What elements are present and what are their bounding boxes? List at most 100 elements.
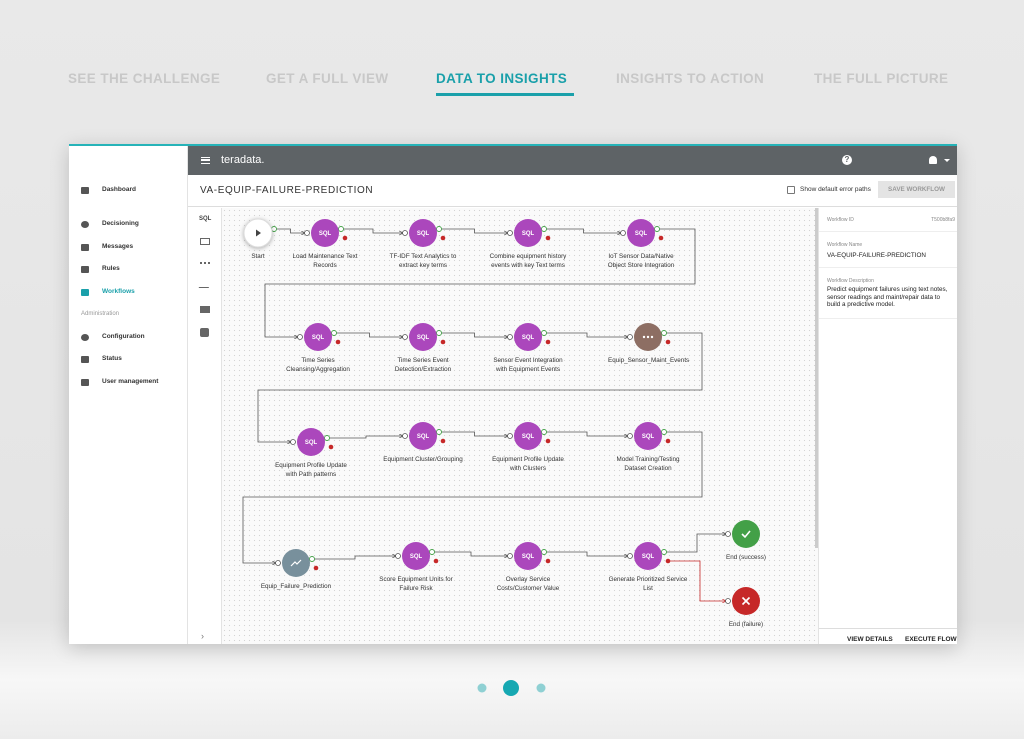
palette-item[interactable]: [200, 238, 210, 245]
out-port: [541, 226, 547, 232]
out-port: [429, 549, 435, 555]
menu-icon[interactable]: [201, 157, 210, 164]
node[interactable]: [304, 323, 332, 351]
out-port: [338, 226, 344, 232]
in-port: [402, 334, 408, 340]
tab[interactable]: GET A FULL VIEW: [266, 71, 389, 86]
out-port: [436, 330, 442, 336]
node-icon: [646, 335, 650, 339]
tab-active[interactable]: DATA TO INSIGHTS: [436, 71, 568, 86]
checkbox[interactable]: [787, 186, 795, 194]
edge: [329, 436, 403, 439]
node-label: IoT Sensor Data/Native Object Store Inte…: [607, 253, 675, 269]
edge: [343, 228, 403, 233]
pager-dot-active[interactable]: [503, 680, 519, 696]
pager: [477, 680, 546, 696]
node-icon: SQL: [312, 335, 325, 341]
node-icon: SQL: [642, 434, 655, 440]
node[interactable]: [634, 422, 662, 450]
palette-item[interactable]: [200, 262, 210, 264]
node-icon: SQL: [522, 335, 535, 341]
error-port: [545, 558, 551, 564]
node[interactable]: [409, 323, 437, 351]
nav-item[interactable]: Status: [102, 355, 122, 362]
palette-item[interactable]: [200, 328, 209, 337]
error-port: [433, 558, 439, 564]
nav-item[interactable]: Rules: [102, 265, 120, 272]
edge: [257, 332, 703, 442]
save-button[interactable]: SAVE WORKFLOW: [878, 181, 955, 198]
out-port: [324, 435, 330, 441]
node-label: Model Training/Testing Dataset Creation: [616, 456, 680, 472]
node[interactable]: [514, 542, 542, 570]
node-label: TF-IDF Text Analytics to extract key ter…: [389, 253, 457, 269]
in-port: [725, 531, 731, 537]
node-icon: [256, 229, 261, 237]
help-icon[interactable]: ?: [842, 155, 852, 165]
edge: [546, 551, 628, 556]
tab[interactable]: SEE THE CHALLENGE: [68, 71, 221, 86]
user-icon[interactable]: [929, 156, 937, 164]
node[interactable]: [627, 219, 655, 247]
node-icon: SQL: [417, 434, 430, 440]
node[interactable]: [514, 219, 542, 247]
out-port: [661, 429, 667, 435]
error-port: [545, 438, 551, 444]
nav-item-active[interactable]: Workflows: [102, 288, 135, 295]
pager-dot[interactable]: [536, 683, 546, 693]
in-port: [304, 230, 310, 236]
out-port: [661, 549, 667, 555]
nav-item[interactable]: Messages: [102, 243, 134, 250]
execute-button[interactable]: EXECUTE FLOW: [905, 636, 957, 643]
node[interactable]: [634, 542, 662, 570]
pager-dot[interactable]: [477, 683, 487, 693]
tab[interactable]: INSIGHTS TO ACTION: [616, 71, 765, 86]
node[interactable]: [514, 422, 542, 450]
node[interactable]: [402, 542, 430, 570]
nav-item[interactable]: Decisioning: [102, 220, 139, 227]
out-port: [436, 226, 442, 232]
top-bar: teradata. ?: [188, 146, 957, 175]
nav-item[interactable]: Dashboard: [102, 186, 136, 193]
tab[interactable]: THE FULL PICTURE: [814, 71, 949, 86]
edge: [441, 332, 508, 337]
edge: [242, 431, 703, 563]
node[interactable]: [514, 323, 542, 351]
node-icon: SQL: [417, 335, 430, 341]
in-port: [275, 560, 281, 566]
out-port: [541, 549, 547, 555]
node[interactable]: [297, 428, 325, 456]
edge: [434, 551, 508, 556]
app-window: teradata. ? Dashboard Decisioning Messag…: [69, 144, 957, 644]
checkbox-label[interactable]: Show default error paths: [800, 186, 871, 193]
scrollbar: [815, 208, 818, 548]
node-icon: [650, 335, 654, 339]
expand-icon[interactable]: ›: [201, 631, 204, 641]
edge: [441, 228, 508, 233]
edge: [666, 534, 726, 553]
in-port: [507, 334, 513, 340]
nav-item[interactable]: User management: [102, 378, 159, 385]
node-icon: SQL: [417, 231, 430, 237]
in-port: [620, 230, 626, 236]
edge: [546, 332, 628, 337]
field-value: Predict equipment failures using text no…: [827, 286, 948, 308]
node-icon: SQL: [635, 231, 648, 237]
node[interactable]: [311, 219, 339, 247]
node-icon: SQL: [410, 554, 423, 560]
error-port: [440, 235, 446, 241]
node[interactable]: [409, 422, 437, 450]
user-caret[interactable]: [944, 159, 950, 165]
node-label: Equip_Sensor_Maint_Events: [608, 357, 690, 364]
nav-item[interactable]: Configuration: [102, 333, 145, 340]
view-details-button[interactable]: VIEW DETAILS: [847, 636, 893, 643]
node-label: End (success): [726, 554, 766, 561]
palette-item[interactable]: [200, 306, 210, 313]
error-port: [313, 565, 319, 571]
palette-item[interactable]: SQL: [199, 216, 212, 222]
error-edge: [670, 560, 726, 601]
node[interactable]: [732, 520, 760, 548]
node-label: Score Equipment Units for Failure Risk: [379, 576, 453, 592]
node[interactable]: [409, 219, 437, 247]
